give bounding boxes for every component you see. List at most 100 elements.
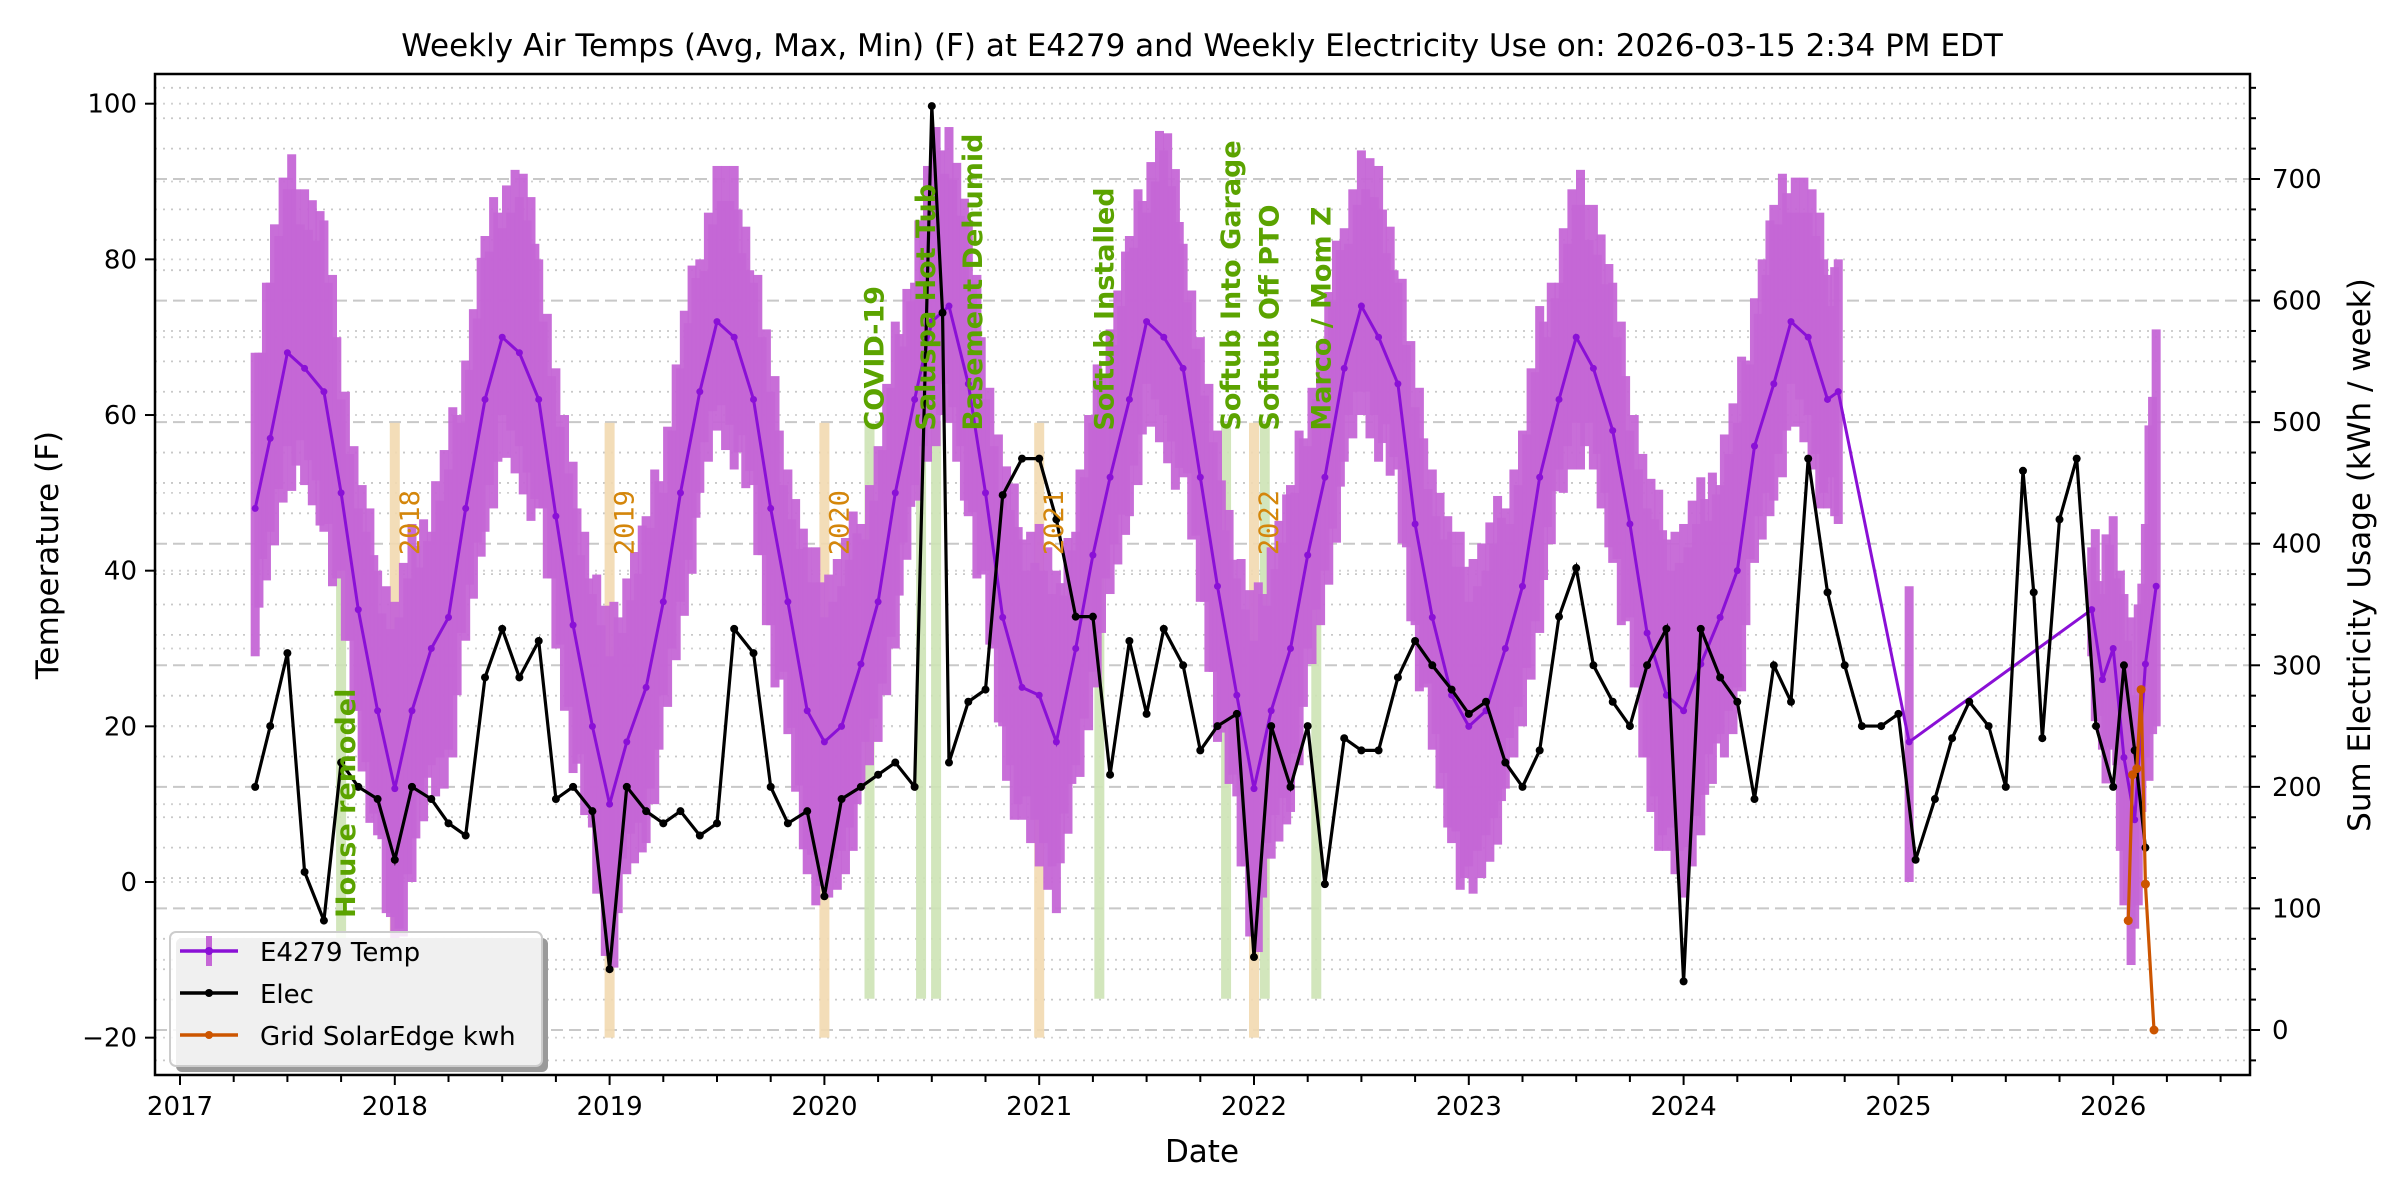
elec-point (354, 782, 363, 791)
x-axis: 2017 2018 2019 2020 2021 2022 2023 2024 2025 2026 (147, 1075, 2222, 1122)
elec-point (803, 807, 812, 816)
elec-point (1625, 722, 1634, 731)
elec-point (427, 795, 436, 804)
temp-point (1233, 691, 1241, 699)
year-annotation: 2019 (610, 490, 641, 555)
event-band (931, 422, 942, 999)
y-axis-right-label: Sum Electricity Usage (kWh / week) (2342, 278, 2378, 832)
temp-point (1804, 333, 1812, 341)
temp-point (1428, 613, 1436, 621)
temp-point (1905, 738, 1913, 746)
elec-point (1965, 697, 1974, 706)
temp-point (659, 598, 667, 606)
temp-point (552, 512, 560, 520)
temp-point (623, 738, 631, 746)
elec-point (944, 758, 953, 767)
temp-point (283, 349, 291, 357)
elec-point (588, 807, 597, 816)
elec-point (1643, 661, 1652, 670)
legend: E4279 Temp Elec Grid SolarEdge kwh (169, 931, 548, 1072)
temp-point (1572, 333, 1580, 341)
elec-point (927, 102, 936, 111)
temp-point (266, 434, 274, 442)
y-left-tick-label: 40 (104, 557, 137, 587)
elec-point (569, 782, 578, 791)
temp-point (1465, 722, 1473, 730)
y-right-tick-label: 0 (2272, 1016, 2289, 1046)
temp-point (713, 318, 721, 326)
temp-point (857, 660, 865, 668)
temp-point (1626, 520, 1634, 528)
temp-point (1143, 318, 1151, 326)
temp-point (1035, 691, 1043, 699)
year-annotation: 2021 (1039, 490, 1070, 555)
y-axis-right: 0 100 200 300 400 500 600 700 (2250, 86, 2322, 1062)
elec-point (407, 782, 416, 791)
legend-item-solar: Grid SolarEdge kwh (180, 1022, 516, 1052)
elec-point (1589, 661, 1598, 670)
elec-point (2119, 661, 2128, 670)
elec-point (1447, 685, 1456, 694)
elec-point (1894, 709, 1903, 718)
elec-point (820, 892, 829, 901)
solar-line (2123, 685, 2159, 1035)
elec-point (1733, 697, 1742, 706)
elec-point (2038, 734, 2047, 743)
x-tick-label: 2018 (362, 1092, 428, 1122)
elec-point (1608, 697, 1617, 706)
x-tick-label: 2019 (577, 1092, 643, 1122)
elec-point (1018, 454, 1027, 463)
legend-elec-label: Elec (260, 980, 314, 1010)
elec-point (874, 770, 883, 779)
elec-point (1481, 697, 1490, 706)
legend-temp-marker-icon (205, 947, 213, 955)
x-tick-label: 2025 (1865, 1092, 1931, 1122)
elec-point (390, 855, 399, 864)
solar-point (2123, 916, 2133, 926)
event-band (1094, 422, 1105, 999)
temp-point (730, 333, 738, 341)
temp-point (928, 318, 936, 326)
elec-point (461, 831, 470, 840)
temp-point (354, 606, 362, 614)
temp-point (320, 388, 328, 396)
temp-point (391, 785, 399, 793)
elec-line (251, 102, 2150, 986)
event-annotation: Marco / Mom Z (1306, 206, 1337, 430)
temp-point (1375, 333, 1383, 341)
elec-point (1750, 795, 1759, 804)
temp-point (750, 395, 758, 403)
elec-point (766, 782, 775, 791)
solar-polyline (2126, 689, 2156, 1031)
elec-point (266, 722, 275, 731)
temp-point (2141, 660, 2149, 668)
temp-point (1589, 364, 1597, 372)
year-annotation: 2018 (395, 490, 426, 555)
elec-point (1787, 697, 1795, 706)
temp-point (784, 598, 792, 606)
elec-point (676, 807, 685, 816)
temp-point (1716, 613, 1724, 621)
temp-point (251, 504, 259, 512)
temp-point (1340, 364, 1348, 372)
elec-point (1125, 636, 1134, 645)
temp-point (767, 504, 775, 512)
temp-point (606, 800, 614, 808)
x-tick-label: 2020 (791, 1092, 857, 1122)
elec-point (481, 673, 490, 682)
y-right-tick-label: 400 (2272, 530, 2322, 560)
elec-point (283, 649, 292, 658)
temp-point (1250, 785, 1258, 793)
elec-point (2109, 782, 2118, 791)
temp-point (1106, 473, 1114, 481)
event-band (336, 422, 347, 999)
event-annotation: House remodel (331, 689, 362, 918)
temp-point (1824, 395, 1832, 403)
elec-point (730, 624, 739, 633)
elec-point (1052, 515, 1061, 524)
temp-point (1411, 520, 1419, 528)
elec-point (2092, 722, 2101, 731)
elec-point (1088, 612, 1097, 621)
temp-point (2088, 606, 2096, 614)
event-band (916, 422, 927, 999)
